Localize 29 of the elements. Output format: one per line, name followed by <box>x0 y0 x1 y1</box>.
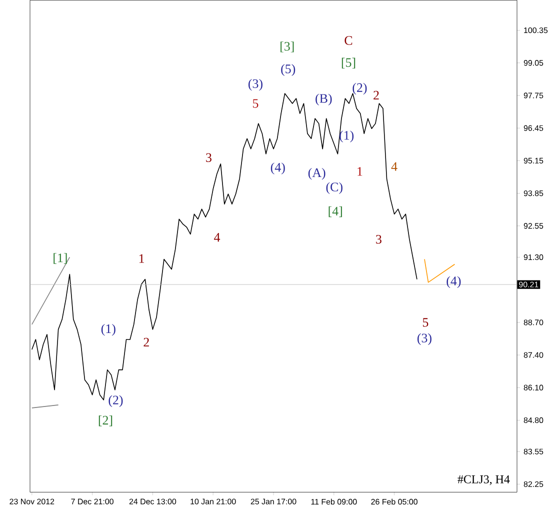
annotation: (2) <box>108 395 123 408</box>
annotation: 2 <box>374 90 379 100</box>
annotation: (4) <box>446 276 461 288</box>
annotation: [4] <box>328 206 342 218</box>
annotation: [3] <box>280 42 294 52</box>
annotation: (1) <box>340 130 354 142</box>
annotation: (C) <box>326 182 342 194</box>
annotation: (1) <box>101 324 116 336</box>
annotation: 4 <box>391 162 398 171</box>
annotation: 3 <box>376 235 382 244</box>
annotation: 1 <box>139 254 144 263</box>
annotation: (3) <box>417 333 432 346</box>
annotation: 1 <box>358 167 362 176</box>
annotation: 4 <box>214 233 220 242</box>
annotation: [5] <box>342 58 356 69</box>
annotation: (A) <box>308 168 326 180</box>
annotation: 2 <box>144 338 149 346</box>
annotation: 5 <box>422 318 428 327</box>
annotation: 3 <box>206 153 212 162</box>
annotation: (5) <box>281 64 296 76</box>
annotation: [2] <box>98 416 112 426</box>
annotation: (2) <box>352 82 367 95</box>
annotation: 5 <box>252 99 258 108</box>
annotation: (3) <box>248 79 262 91</box>
annotation: [1] <box>54 253 67 264</box>
annotation: (B) <box>316 94 332 106</box>
annotation: (4) <box>270 162 285 174</box>
annotation: C <box>344 36 352 45</box>
text: #CLJ3, H4 <box>458 475 510 486</box>
